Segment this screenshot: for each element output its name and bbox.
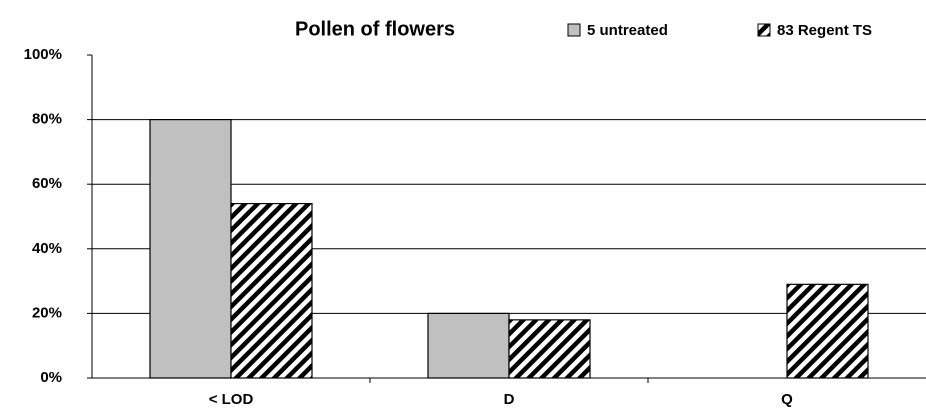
- legend-swatch: [567, 23, 581, 37]
- bar: [427, 312, 510, 379]
- legend-label: 5 untreated: [587, 22, 668, 39]
- chart-title: Pollen of flowers: [295, 18, 455, 40]
- legend-swatch: [757, 23, 771, 37]
- x-tick-label: < LOD: [209, 391, 254, 408]
- bar: [786, 283, 869, 379]
- y-tick-label: 80%: [32, 111, 62, 128]
- y-tick-label: 20%: [32, 304, 62, 321]
- bar: [508, 319, 591, 379]
- x-tick-label: Q: [781, 391, 793, 408]
- bar: [230, 202, 313, 379]
- y-tick-label: 60%: [32, 175, 62, 192]
- x-tick-label: D: [504, 391, 515, 408]
- bar: [149, 118, 232, 379]
- y-tick-label: 100%: [24, 46, 62, 63]
- y-tick-label: 0%: [40, 369, 62, 386]
- legend-label: 83 Regent TS: [777, 22, 872, 39]
- y-tick-label: 40%: [32, 240, 62, 257]
